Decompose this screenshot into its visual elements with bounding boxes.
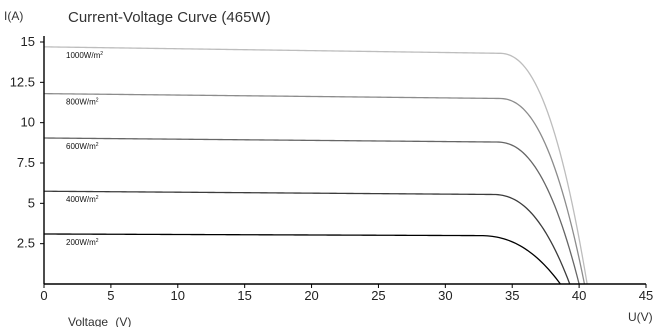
axes-group <box>43 36 646 285</box>
iv-curve-5 <box>43 233 561 285</box>
y-tick-label: 2.5 <box>17 236 35 251</box>
curve-label-sup: 2 <box>100 51 103 57</box>
curve-label-text: 200W/m <box>66 238 96 247</box>
x-tick-label: 40 <box>572 288 586 303</box>
x-axis-label-right: U(V) <box>628 310 653 324</box>
iv-curve-1 <box>43 46 588 285</box>
curve-label-sup: 2 <box>96 142 99 148</box>
x-tick-label: 5 <box>107 288 114 303</box>
x-tick-label: 15 <box>237 288 251 303</box>
y-tick-label: 10 <box>21 115 35 130</box>
x-tick-label: 30 <box>438 288 452 303</box>
curve-label-5: 200W/m2 <box>66 238 99 247</box>
y-tick-label: 7.5 <box>17 155 35 170</box>
curve-label-sup: 2 <box>96 98 99 104</box>
curve-label-2: 800W/m2 <box>66 98 99 107</box>
y-axis-label: I(A) <box>4 9 23 23</box>
curves-group <box>43 46 588 285</box>
chart-title: Current-Voltage Curve (465W) <box>68 9 271 26</box>
curve-label-text: 800W/m <box>66 98 96 107</box>
x-tick-label: 45 <box>639 288 653 303</box>
x-tick-label: 35 <box>505 288 519 303</box>
iv-curve-4 <box>43 190 571 285</box>
curve-label-1: 1000W/m2 <box>66 51 103 60</box>
x-axis-label-text: Voltage <box>68 315 108 327</box>
curve-label-text: 400W/m <box>66 195 96 204</box>
curve-label-text: 600W/m <box>66 142 96 151</box>
curve-label-4: 400W/m2 <box>66 195 99 204</box>
curve-label-sup: 2 <box>96 195 99 201</box>
iv-curve-3 <box>43 137 580 285</box>
iv-curve-2 <box>43 92 586 285</box>
x-axis-label-bottom: Voltage (V) <box>68 315 131 327</box>
curve-label-sup: 2 <box>96 238 99 244</box>
curve-label-3: 600W/m2 <box>66 142 99 151</box>
x-axis-label-unit: (V) <box>115 315 131 327</box>
curve-label-text: 1000W/m <box>66 51 101 60</box>
x-tick-label: 10 <box>171 288 185 303</box>
y-tick-label: 12.5 <box>10 74 35 89</box>
x-tick-label: 20 <box>304 288 318 303</box>
ticks-group: 0 5 10 15 20 25 30 35 40 45 2.5 5 7.5 10 12.5 15 <box>10 34 654 303</box>
x-tick-label: 0 <box>40 288 47 303</box>
y-tick-label: 5 <box>28 195 35 210</box>
y-tick-label: 15 <box>21 34 35 49</box>
x-tick-label: 25 <box>371 288 385 303</box>
